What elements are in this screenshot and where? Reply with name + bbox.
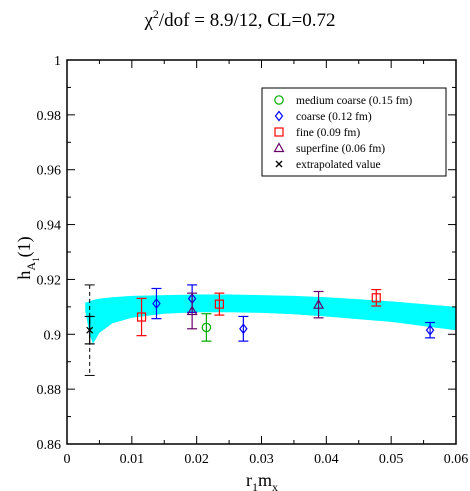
x-tick-label: 0: [64, 452, 71, 467]
data-point: [186, 292, 198, 330]
x-tick-label: 0.04: [314, 452, 339, 467]
legend-entry: fine (0.09 fm): [274, 127, 360, 139]
y-tick-label: 0.98: [37, 109, 62, 124]
legend-entry: coarse (0.12 fm): [274, 110, 372, 123]
data-marker: [152, 298, 161, 310]
data-point: [201, 313, 212, 342]
legend-label: superfine (0.06 fm): [296, 143, 385, 155]
legend-marker: [274, 95, 284, 105]
data-points-layer: [84, 284, 436, 376]
legend-label: medium coarse (0.15 fm): [296, 95, 412, 107]
y-tick-label: 0.92: [37, 273, 62, 288]
x-tick-label: 0.02: [184, 452, 209, 467]
axes-layer: 0 0.01 0.02 0.03 0.04 0.05 0.06 0.86 0.88 0.9 0.92…: [37, 54, 469, 467]
fit-band-layer: [85, 294, 456, 344]
data-marker: [214, 299, 224, 309]
data-marker: [425, 324, 435, 336]
y-axis-title: hA1(1): [14, 236, 41, 279]
chart-title: χ2/dof = 8.9/12, CL=0.72: [143, 7, 335, 31]
data-point: [136, 297, 147, 337]
legend-entry: medium coarse (0.15 fm): [274, 95, 412, 107]
data-marker: [313, 298, 325, 309]
x-tick-label: 0.01: [120, 452, 145, 467]
x-marker-stroke: [86, 326, 94, 334]
data-point: [214, 292, 225, 316]
data-marker: [136, 312, 147, 322]
legend-label: coarse (0.12 fm): [296, 111, 372, 123]
legend-marker: [275, 160, 283, 168]
data-point: [371, 288, 382, 307]
data-marker: [371, 293, 381, 303]
x-tick-label: 0.03: [249, 452, 274, 467]
data-point: [151, 287, 162, 320]
y-tick-label: 1: [54, 54, 61, 69]
data-point: [238, 315, 249, 342]
legend-label: fine (0.09 fm): [296, 127, 360, 139]
data-marker: [186, 305, 198, 316]
legend: medium coarse (0.15 fm) coarse (0.12 fm) f…: [273, 95, 412, 171]
legend-marker: [274, 110, 284, 122]
y-tick-label: 0.96: [37, 164, 62, 179]
legend-box: [261, 87, 447, 177]
data-point: [425, 321, 436, 339]
x-tick-label: 0.06: [444, 452, 469, 467]
legend-marker: [274, 127, 284, 137]
data-point: [313, 290, 325, 319]
fit-error-band: [85, 294, 456, 344]
y-tick-label: 0.9: [44, 328, 62, 343]
data-marker: [201, 322, 212, 333]
data-marker: [239, 323, 248, 335]
y-tick-label: 0.94: [37, 219, 62, 234]
legend-label: extrapolated value: [296, 159, 381, 171]
x-marker-stroke: [275, 160, 283, 168]
data-marker: [86, 326, 94, 334]
legend-entry: extrapolated value: [275, 159, 381, 171]
x-axis-title: r1mx: [246, 470, 278, 491]
legend-marker: [273, 142, 285, 153]
y-tick-label: 0.88: [37, 383, 62, 398]
legend-entry: superfine (0.06 fm): [273, 142, 385, 155]
y-tick-label: 0.86: [37, 438, 62, 453]
data-point: [84, 284, 95, 376]
x-tick-label: 0.05: [379, 452, 404, 467]
